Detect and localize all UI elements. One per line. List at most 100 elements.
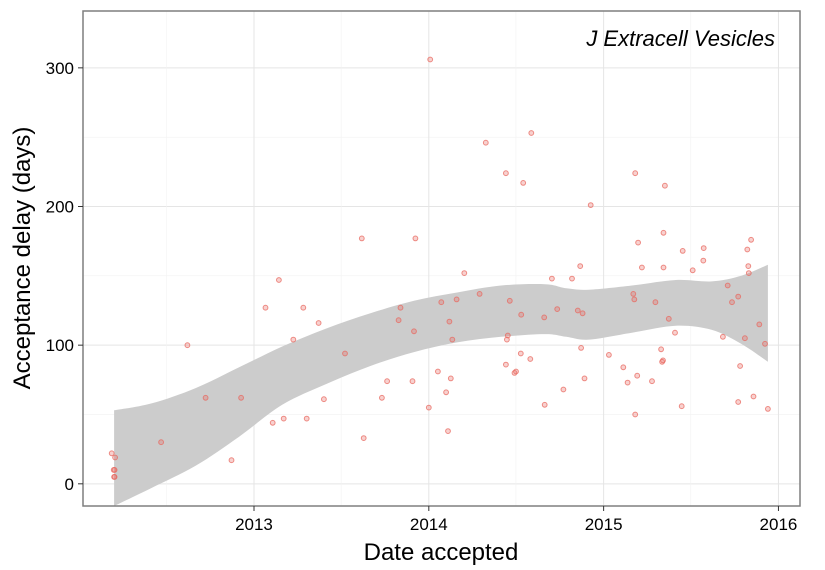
data-point — [649, 378, 655, 385]
data-point — [729, 299, 735, 306]
x-tick-label: 2015 — [585, 515, 623, 534]
data-point — [411, 328, 417, 335]
data-point — [321, 396, 327, 403]
data-point — [700, 257, 707, 264]
data-point — [660, 229, 667, 236]
data-point — [652, 299, 659, 306]
y-tick-label: 100 — [46, 336, 74, 355]
data-point — [748, 236, 754, 243]
data-point — [631, 296, 638, 303]
data-point — [482, 139, 489, 146]
data-point — [342, 350, 348, 357]
data-point — [581, 375, 588, 382]
data-point — [425, 404, 432, 411]
data-point — [435, 368, 441, 375]
data-point — [276, 277, 282, 283]
data-point — [750, 393, 757, 400]
data-point — [672, 329, 678, 336]
data-point — [384, 378, 391, 385]
data-point — [632, 411, 639, 418]
data-point — [438, 299, 445, 306]
data-point — [202, 394, 209, 401]
data-point — [303, 415, 310, 422]
data-point — [541, 401, 548, 408]
data-point — [476, 291, 483, 297]
confidence-band — [114, 264, 768, 506]
data-point — [737, 363, 743, 369]
data-point — [503, 361, 509, 368]
data-point — [745, 270, 752, 277]
data-point — [445, 428, 451, 435]
data-point — [280, 415, 287, 422]
data-point — [756, 321, 763, 328]
data-point — [735, 399, 742, 405]
y-tick-label: 0 — [65, 475, 74, 494]
y-axis-title: Acceptance delay (days) — [9, 127, 36, 390]
data-point — [620, 364, 627, 371]
data-point — [742, 335, 748, 342]
data-point — [513, 368, 519, 375]
plot-border — [82, 10, 801, 507]
data-point — [662, 182, 668, 189]
data-point — [527, 356, 534, 362]
data-point — [549, 275, 555, 282]
data-point — [379, 394, 385, 401]
data-point — [315, 320, 322, 326]
data-point — [238, 394, 245, 401]
data-point — [111, 467, 118, 473]
data-point — [443, 389, 450, 396]
x-tick-label: 2014 — [410, 515, 448, 534]
data-point — [665, 315, 672, 322]
data-point — [632, 170, 639, 177]
data-point — [503, 170, 509, 177]
data-point — [412, 235, 419, 242]
data-point — [108, 450, 115, 457]
data-point — [700, 245, 707, 252]
data-point — [517, 350, 524, 357]
data-point — [358, 235, 365, 242]
data-point — [506, 297, 513, 304]
data-point — [111, 474, 118, 480]
data-points — [108, 56, 771, 480]
data-point — [658, 346, 664, 353]
x-tick-label: 2013 — [235, 515, 273, 534]
x-axis-title: Date accepted — [364, 539, 519, 566]
data-point — [735, 293, 742, 300]
data-point — [360, 435, 367, 442]
axis-ticks: 0 100 200 300 2013 2014 2015 2016 — [46, 59, 798, 534]
x-tick-label: 2016 — [760, 515, 798, 534]
data-point — [397, 304, 404, 311]
data-point — [461, 270, 468, 277]
data-point — [660, 357, 666, 364]
data-point — [587, 202, 594, 209]
data-point — [447, 375, 454, 382]
data-point — [504, 332, 511, 339]
data-point — [744, 246, 751, 253]
data-point — [300, 304, 307, 311]
y-tick-label: 200 — [46, 198, 74, 217]
confidence-band-layer — [114, 264, 768, 506]
data-point — [395, 317, 402, 324]
data-point — [269, 419, 276, 426]
data-point — [634, 372, 641, 379]
data-point — [528, 130, 535, 136]
data-point — [449, 336, 456, 343]
data-point — [762, 340, 768, 347]
data-point — [765, 406, 771, 412]
chart-annotation: J Extracell Vesicles — [585, 26, 775, 51]
data-point — [720, 333, 726, 340]
data-point — [745, 263, 752, 270]
data-point — [520, 180, 527, 186]
data-point — [678, 403, 685, 410]
data-point — [574, 307, 581, 314]
data-point — [660, 264, 667, 271]
data-point — [446, 318, 453, 325]
data-point — [624, 379, 631, 386]
data-point — [560, 386, 567, 393]
data-point — [518, 311, 525, 318]
data-point — [689, 267, 696, 274]
data-point — [453, 296, 460, 303]
data-point — [504, 336, 510, 343]
